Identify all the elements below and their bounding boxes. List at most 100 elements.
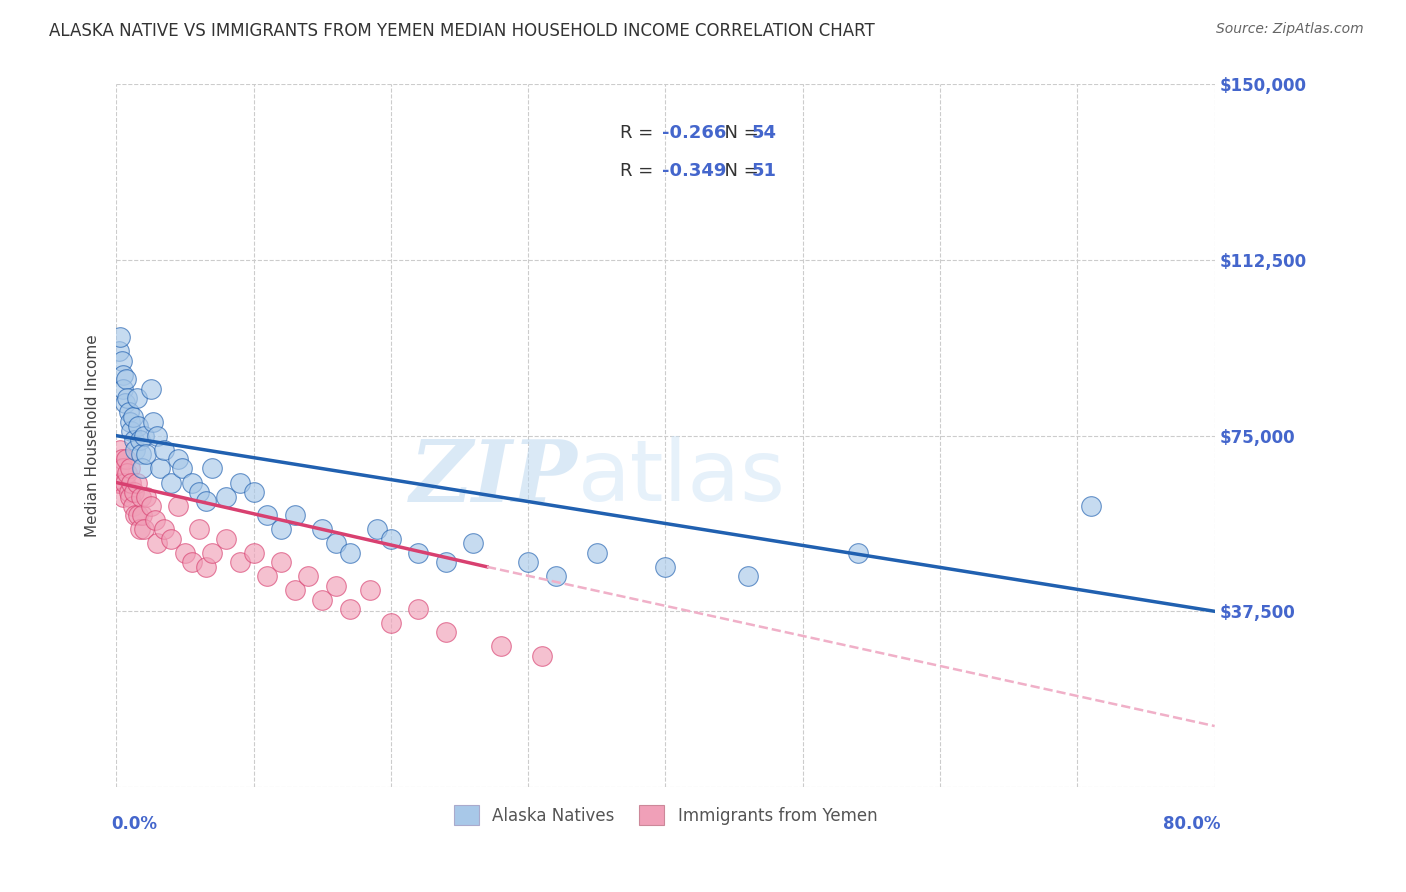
Text: 54: 54	[752, 124, 778, 142]
Point	[339, 546, 361, 560]
Text: -0.266: -0.266	[662, 124, 727, 142]
Point	[229, 475, 252, 490]
Text: R =: R =	[620, 162, 659, 180]
Text: 51: 51	[752, 162, 778, 180]
Point	[121, 499, 143, 513]
Point	[201, 461, 224, 475]
Point	[118, 461, 141, 475]
Point	[585, 546, 607, 560]
Text: Source: ZipAtlas.com: Source: ZipAtlas.com	[1216, 22, 1364, 37]
Point	[122, 484, 145, 499]
Point	[132, 522, 155, 536]
Point	[142, 415, 165, 429]
Point	[112, 490, 135, 504]
Point	[110, 475, 132, 490]
Point	[737, 569, 759, 583]
Text: N =: N =	[713, 124, 765, 142]
Point	[1080, 499, 1102, 513]
Point	[270, 522, 292, 536]
Point	[201, 546, 224, 560]
Text: ALASKA NATIVE VS IMMIGRANTS FROM YEMEN MEDIAN HOUSEHOLD INCOME CORRELATION CHART: ALASKA NATIVE VS IMMIGRANTS FROM YEMEN M…	[49, 22, 875, 40]
Point	[128, 434, 150, 448]
Point	[124, 442, 146, 457]
Point	[111, 452, 134, 467]
Point	[131, 461, 153, 475]
Point	[129, 447, 152, 461]
Point	[380, 532, 402, 546]
Point	[124, 508, 146, 523]
Point	[135, 447, 157, 461]
Point	[127, 508, 149, 523]
Point	[463, 536, 485, 550]
Point	[107, 475, 129, 490]
Point	[215, 490, 238, 504]
Point	[117, 484, 139, 499]
Point	[311, 522, 333, 536]
Point	[359, 583, 381, 598]
Point	[242, 484, 264, 499]
Point	[129, 490, 152, 504]
Point	[117, 466, 139, 480]
Point	[434, 555, 457, 569]
Point	[108, 344, 131, 359]
Point	[408, 602, 430, 616]
Point	[180, 475, 202, 490]
Point	[256, 569, 278, 583]
Point	[146, 428, 169, 442]
Point	[139, 499, 162, 513]
Point	[114, 475, 136, 490]
Point	[174, 546, 197, 560]
Point	[167, 452, 190, 467]
Point	[187, 484, 209, 499]
Point	[846, 546, 869, 560]
Point	[110, 330, 132, 344]
Point	[115, 452, 138, 467]
Point	[127, 419, 149, 434]
Point	[112, 461, 135, 475]
Point	[117, 391, 139, 405]
Point	[146, 536, 169, 550]
Point	[215, 532, 238, 546]
Point	[111, 353, 134, 368]
Point	[167, 499, 190, 513]
Point	[297, 569, 319, 583]
Point	[125, 391, 148, 405]
Point	[110, 442, 132, 457]
Point	[408, 546, 430, 560]
Point	[172, 461, 194, 475]
Point	[149, 461, 172, 475]
Point	[135, 490, 157, 504]
Point	[489, 640, 512, 654]
Y-axis label: Median Household Income: Median Household Income	[86, 334, 100, 537]
Text: -0.349: -0.349	[662, 162, 727, 180]
Point	[118, 415, 141, 429]
Point	[121, 409, 143, 424]
Point	[311, 592, 333, 607]
Point	[194, 494, 217, 508]
Point	[160, 532, 183, 546]
Text: N =: N =	[713, 162, 765, 180]
Text: R =: R =	[620, 124, 659, 142]
Point	[160, 475, 183, 490]
Point	[112, 382, 135, 396]
Point	[380, 615, 402, 630]
Point	[122, 434, 145, 448]
Point	[120, 475, 142, 490]
Point	[125, 475, 148, 490]
Point	[530, 648, 553, 663]
Point	[117, 405, 139, 419]
Point	[544, 569, 567, 583]
Point	[229, 555, 252, 569]
Text: 0.0%: 0.0%	[111, 815, 157, 833]
Point	[120, 424, 142, 438]
Legend: Alaska Natives, Immigrants from Yemen: Alaska Natives, Immigrants from Yemen	[447, 798, 884, 831]
Point	[115, 372, 138, 386]
Point	[270, 555, 292, 569]
Point	[339, 602, 361, 616]
Point	[517, 555, 540, 569]
Text: 80.0%: 80.0%	[1163, 815, 1220, 833]
Point	[187, 522, 209, 536]
Point	[128, 522, 150, 536]
Point	[139, 382, 162, 396]
Point	[366, 522, 388, 536]
